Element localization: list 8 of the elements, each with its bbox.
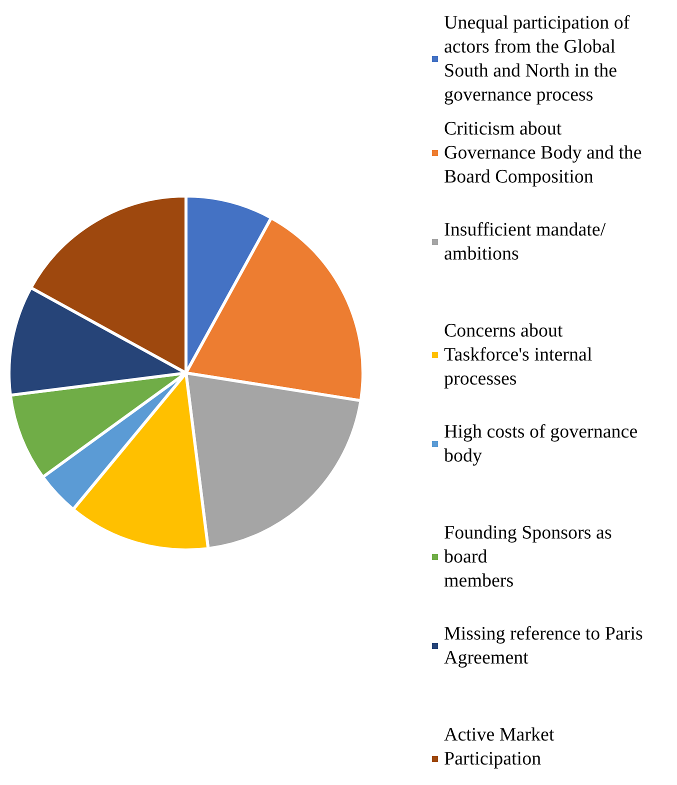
legend-label: Criticism about Governance Body and the Board Composition [444, 118, 647, 188]
legend-label: High costs of governance body [444, 422, 642, 466]
legend-label: Unequal participation of actors from the Global South and North in the governance process [444, 12, 634, 106]
legend-label: Missing reference to Paris Agreement [444, 624, 648, 668]
legend-label: Concerns about Taskforce's internal processes [444, 320, 597, 390]
legend-label: Insufficient mandate/ ambitions [444, 220, 610, 264]
legend-label: Founding Sponsors as board members [444, 522, 617, 592]
legend-label: Active Market Participation [444, 724, 560, 770]
